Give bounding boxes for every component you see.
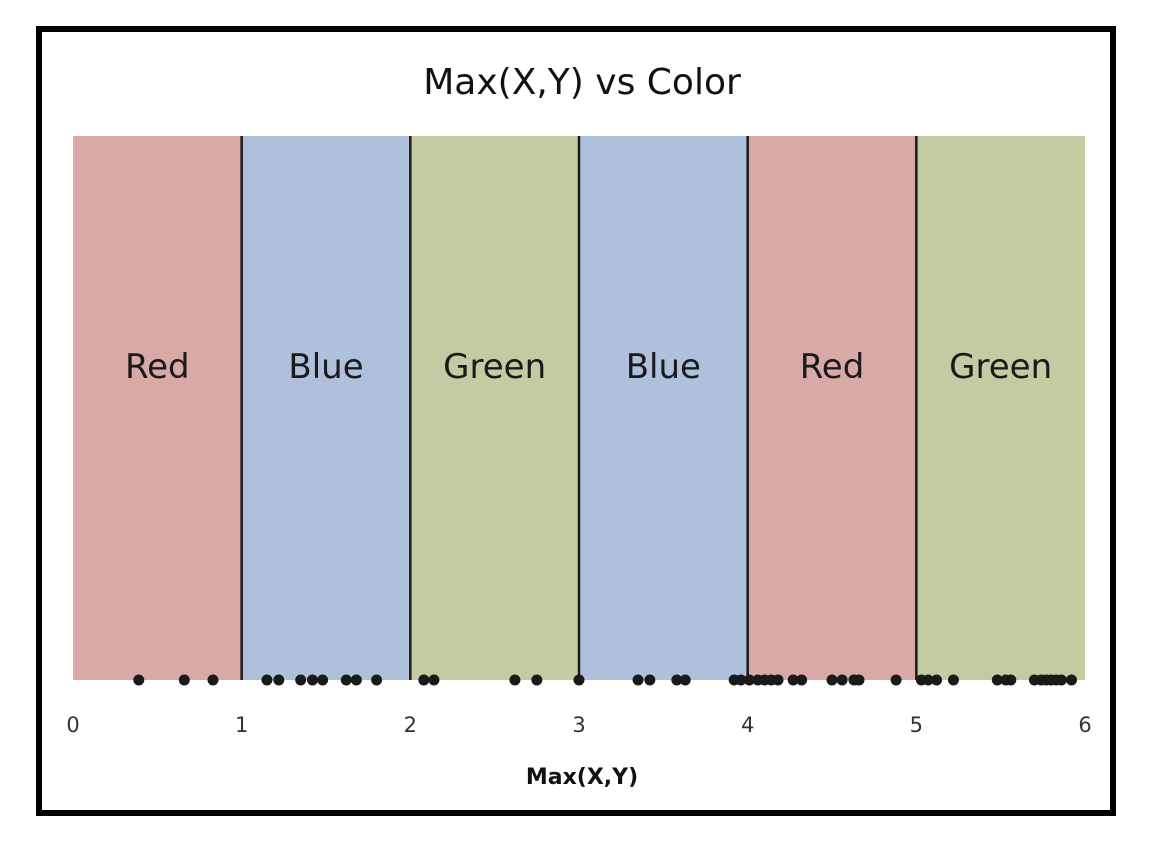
data-point xyxy=(931,674,943,686)
data-point xyxy=(826,674,838,686)
data-point xyxy=(133,674,145,686)
data-point xyxy=(836,674,848,686)
data-point xyxy=(1066,674,1078,686)
data-point xyxy=(317,674,329,686)
data-point xyxy=(772,674,784,686)
data-point xyxy=(261,674,273,686)
data-point xyxy=(207,674,219,686)
data-points xyxy=(133,674,1078,686)
chart-svg: Max(X,Y) vs Color Red Blue Green Blue Red Gre… xyxy=(66,62,1091,790)
data-point xyxy=(671,674,683,686)
x-tick-label: 1 xyxy=(235,713,248,737)
band-label-3: Blue xyxy=(626,347,701,387)
data-point xyxy=(922,674,934,686)
data-point xyxy=(295,674,307,686)
data-point xyxy=(890,674,902,686)
x-tick-label: 3 xyxy=(572,713,585,737)
band-label-5: Green xyxy=(949,347,1052,387)
x-axis-title: Max(X,Y) xyxy=(526,765,638,790)
data-point xyxy=(531,674,543,686)
band-blue-3 xyxy=(579,136,748,680)
boundary-lines xyxy=(240,136,918,680)
band-label-4: Red xyxy=(800,347,865,387)
data-point xyxy=(632,674,644,686)
data-point xyxy=(644,674,656,686)
data-point xyxy=(418,674,430,686)
x-tick-label: 2 xyxy=(404,713,417,737)
data-point xyxy=(947,674,959,686)
data-point xyxy=(509,674,521,686)
chart-frame: Max(X,Y) vs Color Red Blue Green Blue Red Gre… xyxy=(36,26,1116,816)
data-point xyxy=(178,674,190,686)
color-bands xyxy=(73,136,1085,680)
chart-title: Max(X,Y) vs Color xyxy=(423,62,741,103)
data-point xyxy=(679,674,691,686)
data-point xyxy=(796,674,808,686)
x-tick-label: 5 xyxy=(910,713,923,737)
x-tick-label: 4 xyxy=(741,713,754,737)
band-label-1: Blue xyxy=(288,347,363,387)
x-tick-label: 0 xyxy=(66,713,79,737)
x-axis-ticks: 0 1 2 3 4 5 6 xyxy=(66,713,1091,737)
band-green-5 xyxy=(916,136,1085,680)
data-point xyxy=(340,674,352,686)
data-point xyxy=(350,674,362,686)
data-point xyxy=(1005,674,1017,686)
data-point xyxy=(853,674,865,686)
data-point xyxy=(371,674,383,686)
band-labels: Red Blue Green Blue Red Green xyxy=(125,347,1052,387)
data-point xyxy=(307,674,319,686)
band-red-0 xyxy=(73,136,242,680)
band-label-0: Red xyxy=(125,347,190,387)
data-point xyxy=(787,674,799,686)
data-point xyxy=(428,674,440,686)
band-red-4 xyxy=(747,136,917,680)
band-green-2 xyxy=(410,136,579,680)
band-blue-1 xyxy=(241,136,411,680)
data-point xyxy=(735,674,747,686)
data-point xyxy=(743,674,755,686)
data-point xyxy=(273,674,285,686)
x-tick-label: 6 xyxy=(1078,713,1091,737)
data-point xyxy=(1055,674,1067,686)
data-point xyxy=(991,674,1003,686)
band-label-2: Green xyxy=(443,347,546,387)
data-point xyxy=(573,674,585,686)
